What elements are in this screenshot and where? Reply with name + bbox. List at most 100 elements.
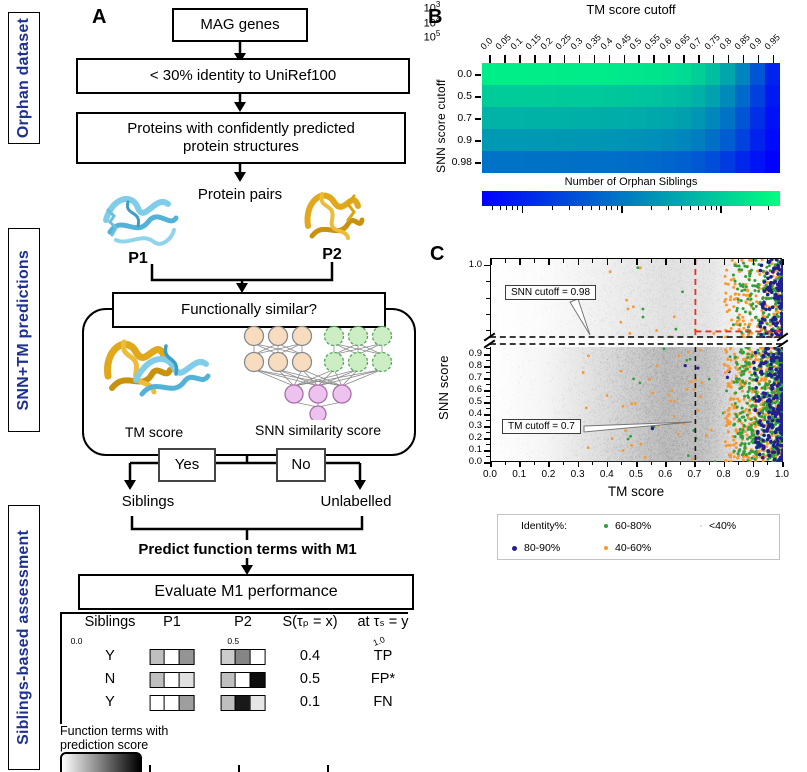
scatter-x-major-tick: [577, 462, 580, 467]
table-row-p1-strip: [149, 672, 195, 688]
legend-marker-dot: [512, 545, 517, 551]
scatter-x-tick-label: 0.1: [512, 469, 527, 480]
heatmap-cell: [720, 151, 736, 173]
score-legend-colorbar: 0.0 0.5 1.0: [60, 634, 387, 772]
scatter-y-tick-label: 0.7: [468, 372, 482, 384]
heatmap-cell: [586, 85, 602, 107]
assessment-table: Siblings P1 P2 S(τₚ = x) at τₛ = y Y 0.4 TP N 0.5…: [60, 612, 416, 772]
scatter-x-minor-tick: [504, 462, 506, 465]
scatter-top-x-tick: [709, 259, 710, 263]
heatmap-cell: [765, 129, 780, 151]
table-row-sibling: Y: [105, 694, 115, 710]
scatter-y-minor-tick: [486, 432, 490, 434]
scatter-x-tick-label: 0.2: [541, 469, 556, 480]
heatmap-cell: [705, 107, 721, 129]
heatmap-cell: [735, 151, 751, 173]
heatmap-x-tick: [489, 55, 491, 63]
flow-box-mag-genes-text: MAG genes: [200, 16, 280, 33]
yes-box-text: Yes: [174, 456, 200, 473]
colorbar-minor-tick: [591, 206, 593, 210]
scatter-y-major-tick: [484, 414, 490, 416]
colorbar-minor-tick: [705, 206, 706, 210]
heatmap-cell: [616, 107, 631, 129]
heatmap-x-tick: [593, 55, 596, 63]
callout-leaders: [569, 298, 693, 433]
heatmap-cell: [765, 85, 780, 107]
heatmap-cell: [482, 85, 497, 107]
heatmap-cell: [660, 85, 676, 107]
scatter-legend-entry-0: Identity%:: [498, 520, 590, 532]
evaluate-box: Evaluate M1 performance: [78, 574, 414, 610]
heatmap-cell: [482, 151, 497, 173]
sidebar-siblings-assessment-label: Siblings-based assessment: [15, 530, 32, 745]
heatmap-x-tick: [668, 55, 670, 63]
scatter-legend-label: 60-80%: [615, 520, 652, 532]
heatmap-y-tick-label: 0.98: [451, 156, 472, 168]
colorbar-major-tick: [621, 206, 623, 213]
heatmap-cell: [571, 85, 587, 107]
table-row-sibling: N: [104, 671, 116, 687]
scatter-top-x-tick: [519, 259, 521, 265]
heatmap-cell: [496, 107, 512, 129]
heatmap-cell: [645, 129, 661, 151]
sidebar-snn-tm-predictions-label: SNN+TM predictions: [15, 249, 32, 411]
heatmap-cell: [630, 107, 646, 129]
heatmap-cell: [690, 129, 706, 151]
heatmap-cell: [511, 107, 527, 129]
flow-box-identity-text: < 30% identity to UniRef100: [149, 67, 337, 84]
colorbar-minor-tick: [668, 206, 670, 210]
heatmap-x-tick: [578, 55, 581, 63]
axis-break-line-lower: [490, 343, 782, 345]
heatmap-cell: [526, 151, 542, 173]
colorbar-minor-tick: [650, 206, 652, 210]
colorbar-minor-tick: [517, 206, 519, 210]
snn-cutoff-annotation: SNN cutoff = 0.98: [505, 285, 597, 300]
prediction-score-square: [249, 672, 266, 688]
colorbar-minor-tick: [491, 206, 493, 210]
table-vertical-divider: [60, 613, 62, 724]
heatmap-cell: [616, 63, 631, 85]
scatter-legend-label: <40%: [709, 520, 737, 532]
protein-pairs-label: Protein pairs: [197, 186, 283, 203]
heatmap-cell: [601, 129, 617, 151]
scatter-x-major-tick: [694, 462, 696, 467]
scatter-y-major-tick: [484, 366, 490, 368]
scatter-y-major-tick: [484, 354, 490, 356]
evaluate-box-text: Evaluate M1 performance: [154, 583, 338, 601]
scatter-top-x-tick: [752, 259, 755, 265]
heatmap-cell: [750, 85, 766, 107]
table-row-p2-strip: [220, 672, 266, 688]
scatter-legend-label: 40-60%: [615, 542, 652, 554]
panel-c-scatter: C SNN score TM score SNN cutoff = 0.98 T…: [420, 240, 807, 572]
heatmap-cell: [541, 107, 557, 129]
heatmap-cell: [511, 63, 527, 85]
heatmap-cell: [720, 107, 736, 129]
table-row-p2-strip: [220, 695, 266, 711]
scatter-legend-label: Identity%:: [520, 520, 568, 532]
heatmap-cell: [556, 63, 572, 85]
scatter-y-minor-tick: [486, 408, 490, 410]
heatmap-cell: [556, 151, 572, 173]
heatmap-cell: [735, 85, 751, 107]
colorbar-minor-tick: [605, 206, 607, 210]
scatter-top-x-tick: [592, 259, 594, 263]
colorbar-tick-label: 103: [423, 0, 441, 15]
scatter-y-top-minor-tick: [486, 281, 490, 283]
heatmap-cell: [675, 63, 691, 85]
no-box-text: No: [291, 456, 311, 473]
score-legend-tick: [238, 765, 240, 772]
scatter-top-x-tick: [782, 259, 784, 265]
heatmap-cell: [496, 63, 512, 85]
colorbar: [482, 191, 780, 206]
heatmap-cell: [630, 63, 646, 85]
heatmap-cell: [720, 129, 736, 151]
sidebar-siblings-assessment: Siblings-based assessment: [8, 505, 40, 770]
scatter-y-tick-label: 0.6: [468, 384, 482, 396]
colorbar-minor-tick: [581, 206, 583, 210]
yes-box: Yes: [158, 448, 216, 482]
heatmap-x-tick: [623, 55, 626, 63]
tm-score-overlay-image: [104, 339, 211, 397]
table-row-s-value: 0.1: [299, 694, 321, 710]
scatter-x-minor-tick: [679, 462, 681, 465]
